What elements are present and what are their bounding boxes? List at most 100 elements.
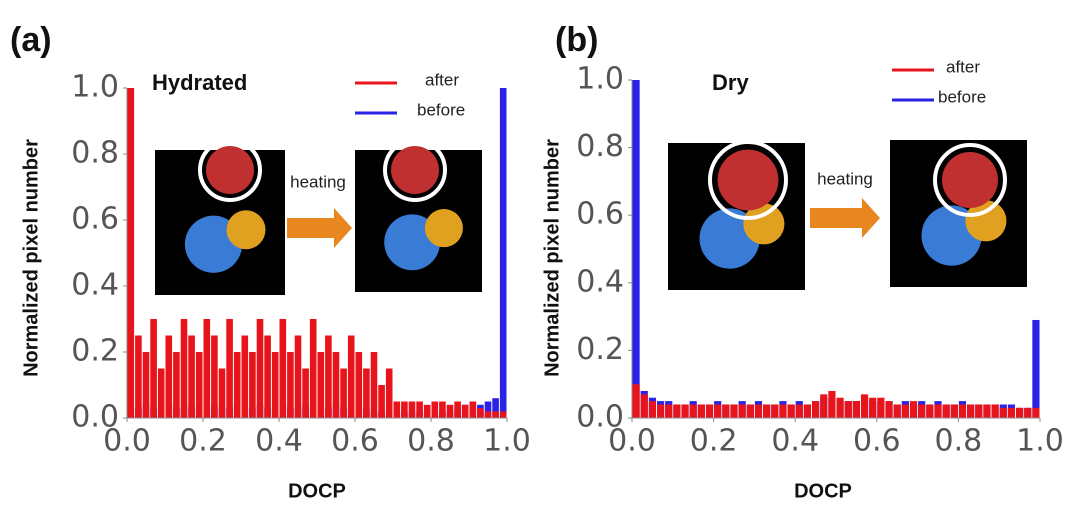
histogram-bar	[975, 404, 983, 418]
histogram-bar	[722, 404, 730, 418]
histogram-bar	[950, 404, 958, 418]
x-tick-label: 1.0	[483, 424, 531, 459]
histogram-bar	[681, 404, 689, 418]
histogram-bar	[142, 352, 150, 418]
histogram-bar	[1032, 319, 1040, 418]
histogram-bar	[173, 352, 180, 418]
y-tick-label: 0.0	[71, 400, 119, 435]
histogram-bar	[347, 335, 355, 418]
x-tick-label: 0.6	[331, 424, 379, 459]
histogram-bar	[446, 404, 454, 418]
panel: (b) Dry Normalized pixel number DOCP heating…	[541, 21, 1064, 502]
histogram-bar	[820, 394, 828, 418]
histogram-bar	[836, 397, 844, 418]
x-tick-label: 0.8	[935, 424, 983, 459]
histogram-bar	[754, 404, 763, 418]
histogram-bar	[918, 404, 926, 418]
histogram-bar	[648, 401, 656, 418]
histogram-bar	[860, 394, 869, 418]
inset-blob	[942, 152, 998, 208]
legend-label: after	[946, 57, 980, 76]
histogram-bar	[408, 401, 416, 418]
histogram-bar	[439, 401, 446, 418]
y-tick-label: 0.4	[576, 264, 624, 299]
histogram-bar	[714, 404, 722, 418]
histogram-bar	[332, 352, 340, 418]
histogram-bar	[135, 335, 142, 418]
histogram-bar	[150, 319, 157, 418]
histogram-bar	[461, 404, 469, 418]
histogram-bar	[828, 390, 836, 418]
histogram-bar	[844, 401, 852, 418]
histogram-bar	[385, 368, 393, 418]
histogram-bar	[492, 398, 499, 418]
histogram-bar	[665, 404, 673, 418]
x-tick-label: 0.2	[690, 424, 738, 459]
inset-blob	[226, 210, 266, 250]
histogram-bar	[393, 401, 401, 418]
histogram-bar	[325, 335, 332, 418]
histogram-bar	[317, 352, 325, 418]
histogram-bar	[1016, 407, 1024, 418]
histogram-bar	[401, 401, 408, 418]
histogram-bar	[746, 404, 754, 418]
chart-title: Hydrated	[152, 70, 247, 95]
histogram-bar	[378, 385, 385, 418]
panel: (a) Hydrated Normalized pixel number DOCP he…	[10, 21, 531, 502]
arrow	[287, 208, 352, 248]
histogram-bar	[218, 368, 226, 418]
x-tick-label: 0.2	[179, 424, 227, 459]
histogram-bar	[454, 401, 461, 418]
histogram-bar	[803, 404, 812, 418]
inset-ring	[933, 143, 1007, 217]
histogram-bar	[431, 401, 439, 418]
histogram-bar	[885, 401, 893, 418]
x-tick-label: 0.6	[853, 424, 901, 459]
histogram-bar	[195, 352, 203, 418]
x-tick-label: 0.8	[407, 424, 455, 459]
inset-ring	[198, 138, 262, 202]
y-axis-label: Normalized pixel number	[541, 139, 563, 377]
histogram-bar	[689, 404, 697, 418]
y-axis-label: Normalized pixel number	[20, 139, 42, 377]
y-tick-label: 0.0	[576, 400, 624, 435]
histogram-bar	[926, 404, 934, 418]
histogram-bar	[999, 407, 1007, 418]
histogram-bar	[157, 368, 165, 418]
histogram-bar	[499, 411, 507, 418]
histogram-bar	[492, 411, 499, 418]
histogram-bar	[469, 401, 477, 418]
histogram-bar	[127, 88, 135, 418]
histogram-bar	[640, 394, 648, 418]
histogram-bar	[180, 319, 188, 418]
histogram-bar	[1007, 407, 1016, 418]
histogram-bar	[893, 404, 901, 418]
histogram-bar	[309, 319, 317, 418]
histogram-bar	[909, 401, 918, 418]
y-tick-label: 0.8	[576, 129, 624, 164]
histogram-bar	[632, 80, 640, 418]
x-tick-label: 0.0	[103, 424, 151, 459]
histogram-bar	[294, 335, 302, 418]
histogram-bar	[499, 88, 507, 418]
histogram-bar	[771, 404, 779, 418]
y-tick-label: 0.6	[576, 197, 624, 232]
histogram-bar	[477, 408, 484, 418]
histogram-bar	[730, 404, 738, 418]
histogram-bar	[958, 404, 967, 418]
legend-label: before	[417, 100, 465, 119]
histogram-bar	[795, 404, 803, 418]
arrow	[810, 198, 880, 238]
y-tick-label: 0.2	[71, 334, 119, 369]
histogram-bar	[211, 335, 218, 418]
histogram-bar	[991, 404, 999, 418]
x-axis-label: DOCP	[794, 480, 852, 502]
chart-title: Dry	[712, 70, 749, 95]
histogram-bar	[302, 368, 309, 418]
histogram-bar	[934, 404, 942, 418]
panel-label: (a)	[10, 21, 52, 59]
histogram-bar	[901, 404, 909, 418]
y-tick-label: 1.0	[71, 70, 119, 105]
x-axis-label: DOCP	[288, 480, 346, 502]
inset-blob	[743, 203, 785, 245]
